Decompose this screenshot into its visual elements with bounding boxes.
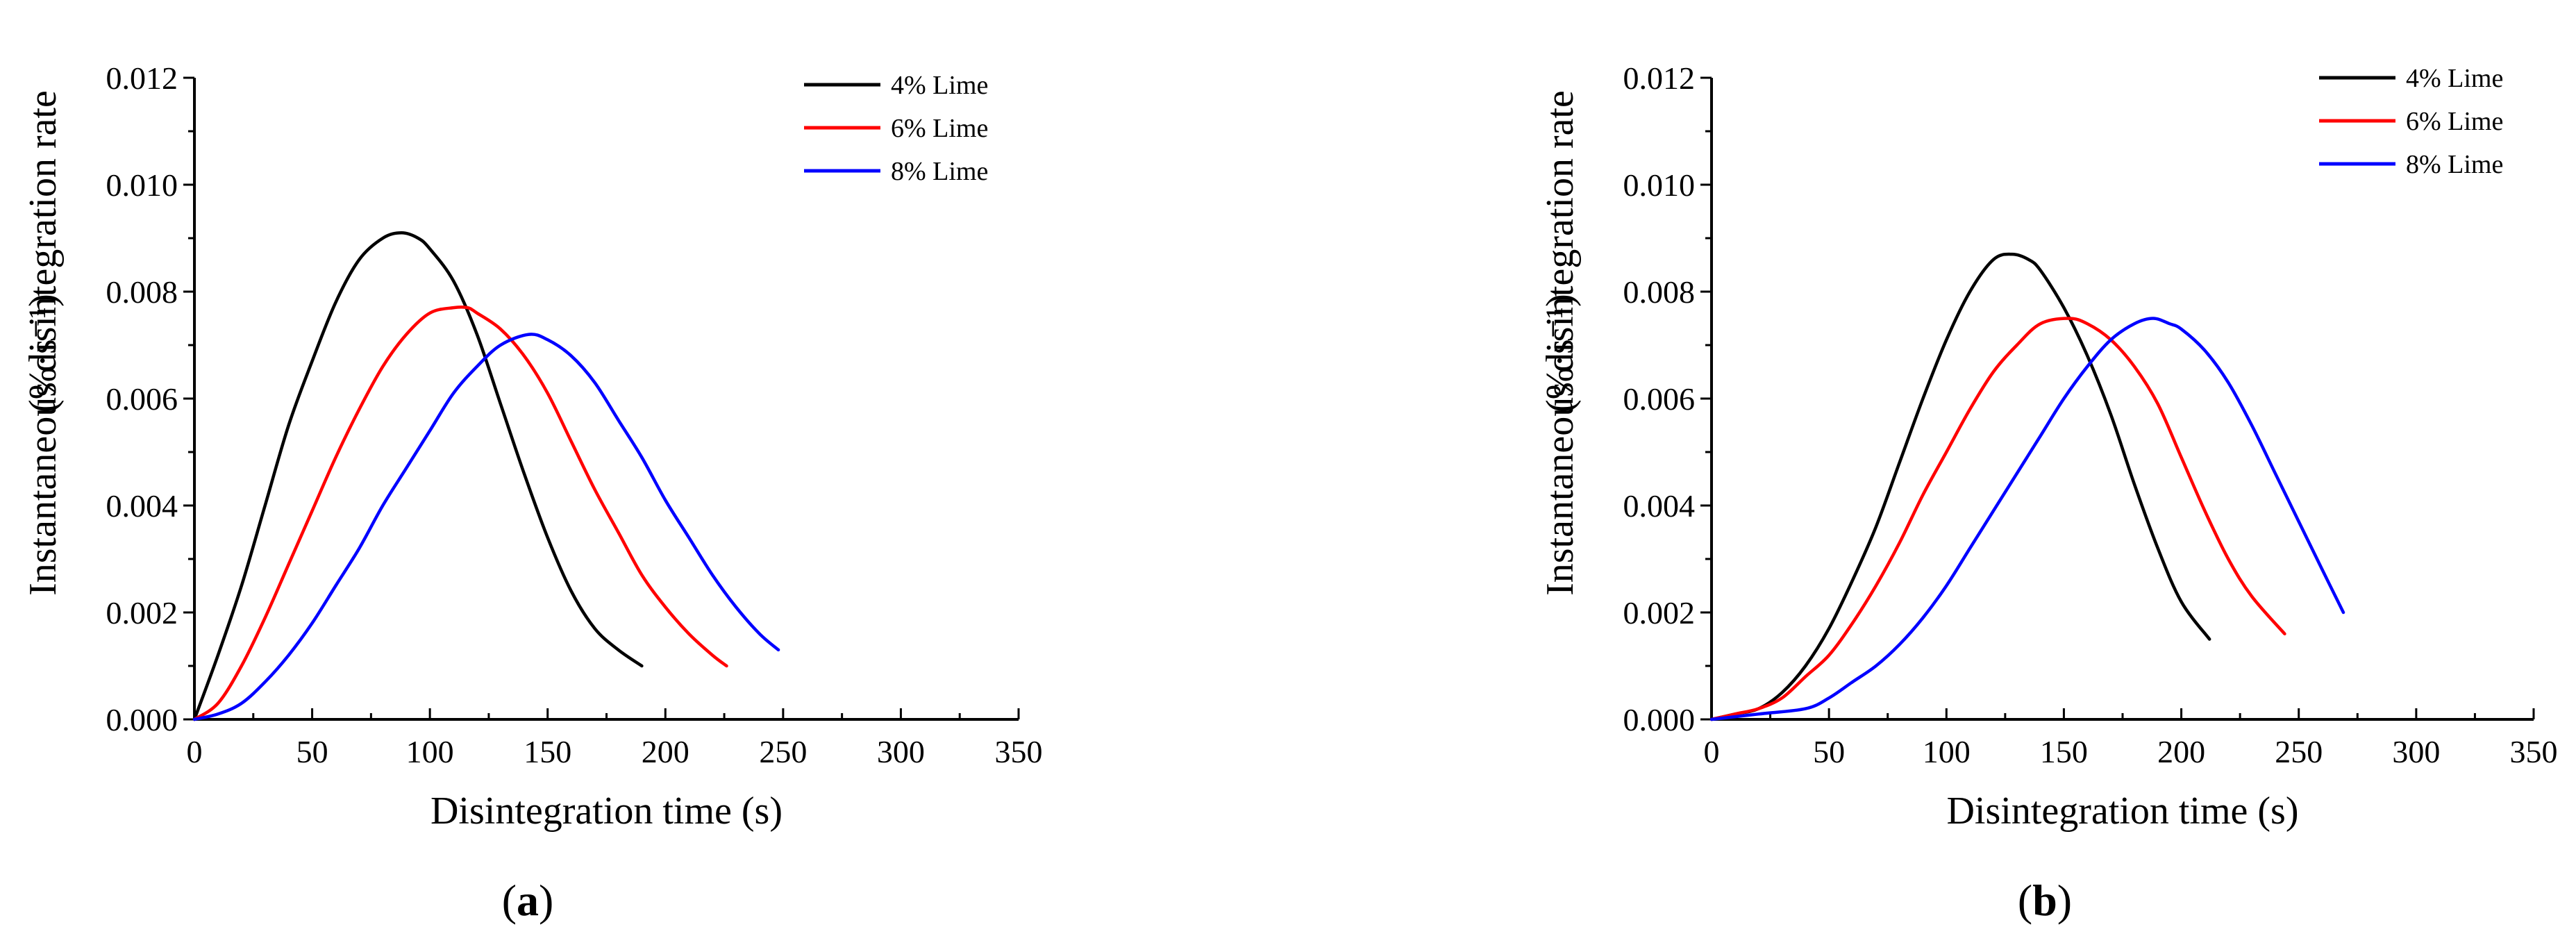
x-tick-label: 0 [187, 734, 203, 769]
legend-label-2: 6% Lime [2406, 107, 2503, 136]
y-tick-label: 0.002 [1623, 595, 1696, 631]
x-tick-label: 250 [759, 734, 807, 769]
x-tick-label: 150 [524, 734, 571, 769]
x-tick-label: 50 [1813, 734, 1845, 769]
legend-label-3: 8% Lime [891, 157, 988, 186]
y-tick-label: 0.012 [106, 60, 178, 96]
y-tick-label: 0.006 [1623, 381, 1696, 417]
x-axis-title: Disintegration time (s) [430, 790, 783, 833]
y-tick-label: 0.004 [1623, 488, 1696, 524]
legend-label-3: 8% Lime [2406, 150, 2503, 179]
x-tick-label: 300 [877, 734, 925, 769]
x-tick-label: 100 [1923, 734, 1971, 769]
x-tick-label: 300 [2392, 734, 2440, 769]
x-tick-label: 250 [2275, 734, 2323, 769]
series-line-2 [192, 305, 728, 721]
x-tick-label: 350 [995, 734, 1043, 769]
y-tick-label: 0.012 [1623, 60, 1696, 96]
x-tick-label: 200 [2157, 734, 2205, 769]
y-tick-label: 0.008 [1623, 274, 1696, 310]
x-tick-label: 200 [642, 734, 689, 769]
y-axis-unit: (%·s⁻¹) [22, 294, 65, 412]
panel-label: (b) [2018, 876, 2072, 925]
y-tick-label: 0.004 [106, 488, 178, 524]
legend-label-1: 4% Lime [2406, 64, 2503, 93]
y-tick-label: 0.010 [1623, 167, 1696, 203]
series-line-2 [1709, 317, 2286, 721]
y-tick-label: 0.010 [106, 167, 178, 203]
legend-label-1: 4% Lime [891, 71, 988, 100]
y-tick-label: 0.008 [106, 274, 178, 310]
series-line-3 [1709, 317, 2345, 721]
x-tick-label: 50 [296, 734, 328, 769]
chart-panel-a: 0 50 100 150 200 250 300 350 0.000 0.002 0.004 0.00… [22, 60, 1043, 925]
y-axis-title: Instantaneous disintegration rate [22, 90, 65, 596]
y-tick-label: 0.006 [106, 381, 178, 417]
panel-label: (a) [502, 876, 554, 925]
legend-label-2: 6% Lime [891, 114, 988, 143]
series-line-1 [1709, 252, 2211, 721]
y-tick-label: 0.000 [1623, 702, 1696, 737]
x-tick-label: 350 [2510, 734, 2558, 769]
y-tick-label: 0.000 [106, 702, 178, 737]
chart-panel-b: 0 50 100 150 200 250 300 350 0.000 0.002 0.004 0.00… [1539, 60, 2558, 925]
y-tick-label: 0.002 [106, 595, 178, 631]
series-line-3 [192, 333, 780, 721]
x-tick-label: 150 [2040, 734, 2088, 769]
x-tick-label: 0 [1704, 734, 1720, 769]
x-tick-label: 100 [406, 734, 454, 769]
y-axis-title: Instantaneous disintegration rate [1539, 90, 1582, 596]
series-line-1 [192, 231, 644, 721]
x-axis-title: Disintegration time (s) [1946, 790, 2298, 833]
y-axis-unit: (%·s⁻¹) [1539, 294, 1582, 412]
